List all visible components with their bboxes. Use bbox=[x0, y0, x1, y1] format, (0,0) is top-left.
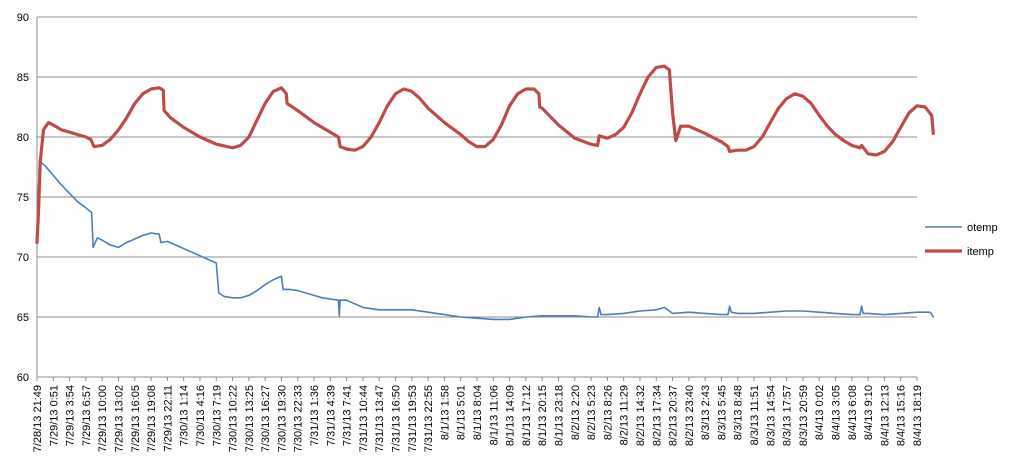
x-tick-label: 8/1/13 20:15 bbox=[537, 385, 549, 446]
x-tick-label: 8/3/13 17:57 bbox=[782, 385, 794, 446]
x-tick-label: 8/1/13 23:18 bbox=[553, 385, 565, 446]
y-axis: 60 65 70 75 80 85 90 bbox=[17, 12, 38, 384]
y-tick-label: 75 bbox=[17, 192, 29, 204]
x-tick-label: 8/2/13 5:23 bbox=[586, 385, 598, 440]
x-tick-label: 7/29/13 10:00 bbox=[97, 385, 109, 452]
x-tick-label: 8/2/13 11:29 bbox=[619, 385, 631, 445]
x-tick-label: 8/1/13 14:09 bbox=[505, 385, 517, 446]
x-tick-label: 7/29/13 13:02 bbox=[113, 385, 125, 452]
x-tick-label: 8/1/13 1:58 bbox=[439, 385, 451, 440]
y-tick-label: 60 bbox=[17, 372, 29, 384]
x-tick-label: 7/30/13 22:33 bbox=[293, 385, 305, 452]
x-tick-label: 8/4/13 12:13 bbox=[879, 385, 891, 446]
x-tick-label: 7/30/13 4:16 bbox=[195, 385, 207, 446]
y-tick-label: 80 bbox=[17, 132, 29, 144]
x-tick-label: 7/29/13 16:05 bbox=[130, 385, 142, 452]
legend-label-otemp: otemp bbox=[967, 222, 998, 234]
x-tick-label: 8/2/13 23:40 bbox=[684, 385, 696, 446]
y-tick-label: 85 bbox=[17, 72, 29, 84]
x-tick-label: 8/3/13 2:43 bbox=[700, 385, 712, 440]
x-tick-label: 7/31/13 10:44 bbox=[358, 385, 370, 452]
y-tick-label: 65 bbox=[17, 312, 29, 324]
x-tick-label: 8/4/13 15:16 bbox=[896, 385, 908, 446]
x-tick-label: 8/1/13 5:01 bbox=[456, 385, 468, 440]
x-tick-label: 8/2/13 17:34 bbox=[651, 385, 663, 446]
x-tick-label: 7/30/13 13:25 bbox=[244, 385, 256, 452]
x-tick-label: 7/29/13 19:08 bbox=[146, 385, 158, 452]
x-tick-label: 8/2/13 20:37 bbox=[668, 385, 680, 446]
x-tick-label: 7/28/13 21:49 bbox=[32, 385, 44, 452]
x-tick-label: 7/29/13 0:51 bbox=[48, 385, 60, 446]
x-tick-label: 7/30/13 10:22 bbox=[228, 385, 240, 452]
series-line-otemp bbox=[36, 160, 935, 321]
x-tick-label: 7/31/13 19:53 bbox=[407, 385, 419, 452]
y-tick-label: 70 bbox=[17, 252, 29, 264]
x-tick-label: 8/4/13 3:05 bbox=[831, 385, 843, 440]
legend-label-itemp: itemp bbox=[967, 246, 994, 258]
y-tick-label: 90 bbox=[17, 12, 29, 24]
x-tick-label: 8/1/13 17:12 bbox=[521, 385, 533, 446]
x-tick-label: 8/4/13 9:10 bbox=[863, 385, 875, 440]
x-tick-label: 7/31/13 7:41 bbox=[342, 385, 354, 446]
series-layer bbox=[35, 64, 935, 321]
x-tick-label: 7/31/13 4:39 bbox=[325, 385, 337, 446]
x-tick-label: 7/29/13 6:57 bbox=[81, 385, 93, 446]
x-tick-label: 7/31/13 13:47 bbox=[374, 385, 386, 452]
gridlines bbox=[37, 16, 917, 378]
x-tick-label: 8/1/13 11:06 bbox=[488, 385, 500, 445]
x-tick-label: 8/4/13 18:19 bbox=[912, 385, 924, 446]
x-tick-label: 7/31/13 1:36 bbox=[309, 385, 321, 446]
x-tick-label: 8/2/13 14:32 bbox=[635, 385, 647, 446]
x-tick-label: 7/31/13 22:55 bbox=[423, 385, 435, 452]
legend: otemp itemp bbox=[925, 222, 998, 258]
x-tick-label: 8/3/13 8:48 bbox=[733, 385, 745, 440]
x-tick-label: 7/30/13 16:27 bbox=[260, 385, 272, 452]
x-tick-label: 8/3/13 20:59 bbox=[798, 385, 810, 446]
x-tick-label: 7/29/13 3:54 bbox=[65, 385, 77, 446]
x-tick-label: 7/30/13 1:14 bbox=[179, 385, 191, 446]
x-tick-label: 8/2/13 2:20 bbox=[570, 385, 582, 440]
x-tick-label: 8/3/13 14:54 bbox=[765, 385, 777, 446]
x-tick-label: 7/29/13 22:11 bbox=[162, 385, 174, 451]
x-tick-label: 8/4/13 6:08 bbox=[847, 385, 859, 440]
x-axis: 7/28/13 21:49 7/29/13 0:51 7/29/13 3:54 7/2… bbox=[32, 376, 924, 452]
series-line-itemp bbox=[35, 64, 935, 245]
x-tick-label: 8/3/13 5:45 bbox=[716, 385, 728, 440]
x-tick-label: 8/3/13 11:51 bbox=[749, 385, 761, 445]
x-tick-label: 8/4/13 0:02 bbox=[814, 385, 826, 440]
x-tick-label: 7/31/13 16:50 bbox=[391, 385, 403, 452]
x-tick-label: 8/2/13 8:26 bbox=[602, 385, 614, 440]
x-tick-label: 7/30/13 19:30 bbox=[276, 385, 288, 452]
x-tick-label: 8/1/13 8:04 bbox=[472, 385, 484, 440]
x-tick-label: 7/30/13 7:19 bbox=[211, 385, 223, 446]
